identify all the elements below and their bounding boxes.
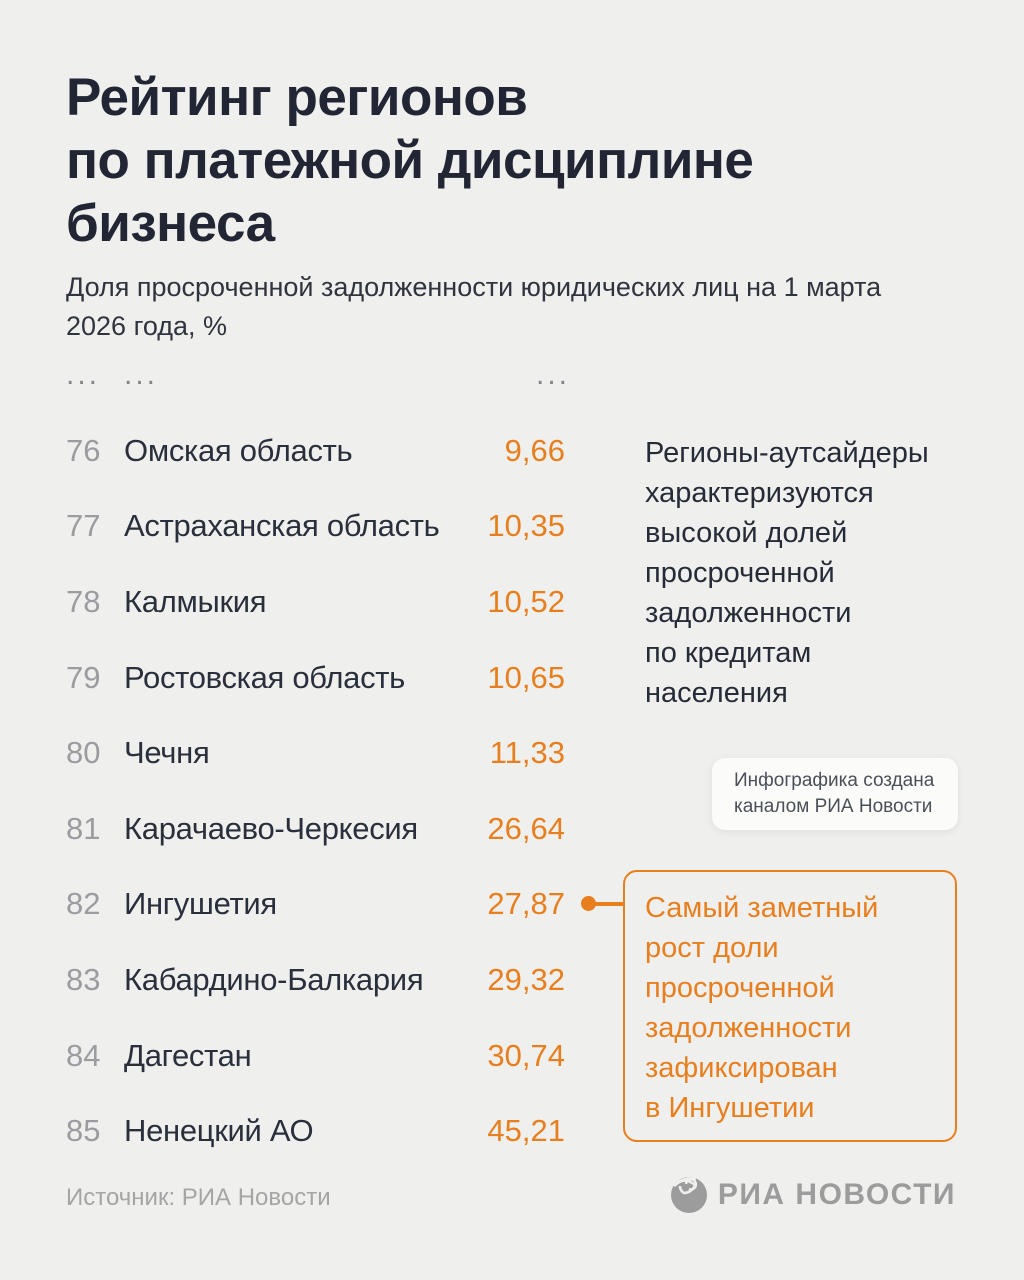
table-row: 76 Омская область 9,66 — [66, 413, 565, 489]
row-region: Кабардино-Балкария — [124, 961, 424, 997]
row-value: 10,35 — [487, 508, 565, 544]
row-value: 26,64 — [487, 810, 565, 846]
callout-connector-line — [593, 902, 625, 906]
row-rank: 81 — [66, 810, 101, 846]
ingushetia-callout: Самый заметный рост доли просроченной за… — [623, 870, 957, 1142]
row-rank: 80 — [66, 735, 101, 771]
callout-connector-dot — [581, 896, 596, 911]
row-value: 9,66 — [504, 432, 565, 468]
row-value: 30,74 — [487, 1037, 565, 1073]
row-region: Дагестан — [124, 1037, 252, 1073]
table-row: 85 Ненецкий АО 45,21 — [66, 1093, 565, 1169]
page-title: Рейтинг регионов по платежной дисциплине… — [66, 68, 754, 253]
table-row: 80 Чечня 11,33 — [66, 715, 565, 791]
row-rank: 77 — [66, 508, 101, 544]
table-row: 78 Калмыкия 10,52 — [66, 564, 565, 640]
table-row: 82 Ингушетия 27,87 — [66, 867, 565, 943]
row-value: 11,33 — [489, 735, 565, 771]
row-rank: 76 — [66, 432, 101, 468]
table-row: 83 Кабардино-Балкария 29,32 — [66, 942, 565, 1018]
row-value: 27,87 — [487, 886, 565, 922]
row-rank: 84 — [66, 1037, 101, 1073]
table-row: 84 Дагестан 30,74 — [66, 1018, 565, 1094]
ellipsis-region-column: ... — [124, 358, 159, 391]
row-value: 10,52 — [487, 583, 565, 619]
row-rank: 83 — [66, 961, 101, 997]
ellipsis-value-column: ... — [536, 358, 571, 391]
credit-box: Инфографика создана каналом РИА Новости — [712, 758, 958, 830]
credit-box-text: Инфографика создана каналом РИА Новости — [734, 770, 935, 817]
row-region: Калмыкия — [124, 583, 267, 619]
ria-globe-icon — [670, 1176, 708, 1214]
table-continuation-row: ... ... ... — [0, 355, 1024, 395]
row-region: Астраханская область — [124, 508, 440, 544]
page-subtitle: Доля просроченной задолженности юридичес… — [66, 272, 882, 341]
row-region: Омская область — [124, 432, 353, 468]
row-rank: 78 — [66, 583, 101, 619]
table-row: 77 Астраханская область 10,35 — [66, 489, 565, 565]
row-region: Ингушетия — [124, 886, 277, 922]
row-region: Ростовская область — [124, 659, 406, 695]
row-region: Чечня — [124, 735, 210, 771]
outsiders-note: Регионы-аутсайдеры характеризуются высок… — [645, 437, 929, 709]
ellipsis-rank-column: ... — [66, 358, 101, 391]
ranking-table: 76 Омская область 9,66 77 Астраханская о… — [66, 413, 565, 1169]
row-rank: 82 — [66, 886, 101, 922]
row-region: Ненецкий АО — [124, 1113, 314, 1149]
row-value: 45,21 — [487, 1113, 565, 1149]
ria-logo-text: РИА НОВОСТИ — [717, 1178, 956, 1211]
source-label: Источник: РИА Новости — [66, 1184, 331, 1211]
row-rank: 85 — [66, 1113, 101, 1149]
row-region: Карачаево-Черкесия — [124, 810, 418, 846]
row-value: 29,32 — [487, 961, 565, 997]
row-value: 10,65 — [487, 659, 565, 695]
table-row: 79 Ростовская область 10,65 — [66, 640, 565, 716]
table-row: 81 Карачаево-Черкесия 26,64 — [66, 791, 565, 867]
ria-novosti-logo: РИА НОВОСТИ — [670, 1176, 956, 1214]
row-rank: 79 — [66, 659, 101, 695]
